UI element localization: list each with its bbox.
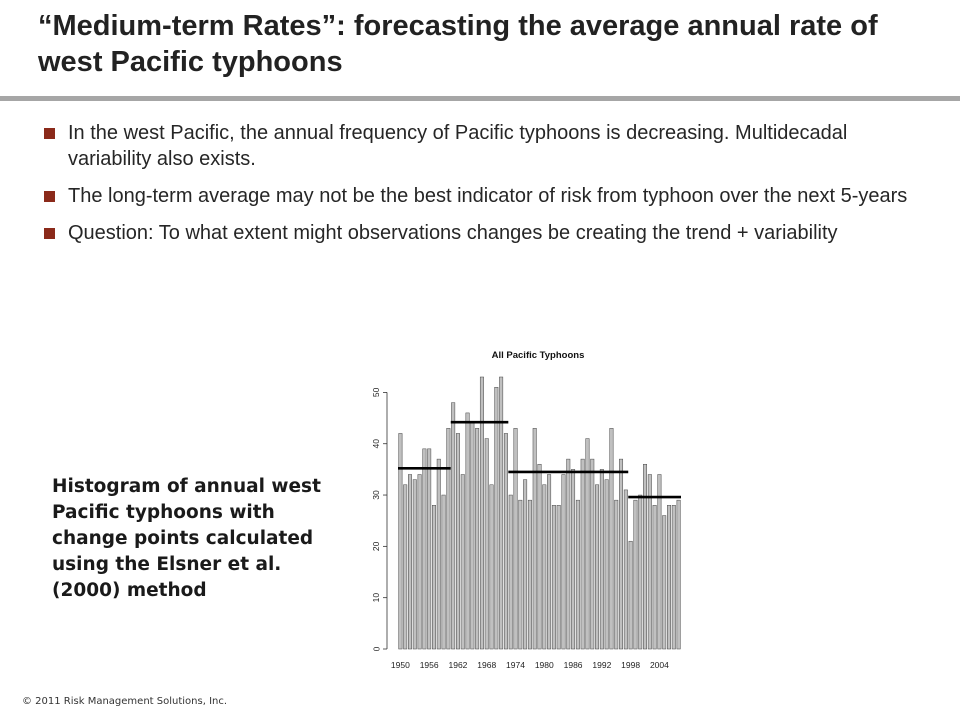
- bar: [427, 448, 432, 650]
- x-axis: 1950 1956 1962 1968 1974 1980 1986 1992 1998 2004: [391, 660, 669, 670]
- bar: [398, 433, 403, 650]
- bar: [619, 458, 624, 650]
- bar: [633, 499, 638, 650]
- bar: [475, 428, 480, 650]
- bar: [470, 422, 475, 650]
- bar: [671, 505, 676, 650]
- bar: [647, 474, 652, 650]
- bar: [451, 402, 456, 650]
- bar: [623, 489, 628, 650]
- bar: [518, 499, 523, 650]
- y-tick-label: 0: [371, 646, 381, 651]
- bar: [595, 484, 600, 650]
- bar: [561, 474, 566, 650]
- bar: [542, 484, 547, 650]
- bar: [403, 484, 408, 650]
- bar: [609, 428, 614, 650]
- bar: [523, 479, 528, 650]
- bar: [460, 474, 465, 650]
- bar: [508, 494, 513, 650]
- square-bullet-icon: [44, 228, 55, 239]
- copyright-footer: © 2011 Risk Management Solutions, Inc.: [22, 696, 228, 707]
- bar: [446, 428, 451, 650]
- bar: [604, 479, 609, 650]
- bar: [585, 438, 590, 650]
- y-axis: 0 10 20 30 40 50: [371, 387, 388, 651]
- title-divider: [0, 96, 960, 101]
- y-tick-label: 30: [371, 490, 381, 500]
- bar: [551, 505, 556, 650]
- x-tick-label: 1956: [420, 660, 439, 670]
- bar: [441, 494, 446, 650]
- square-bullet-icon: [44, 128, 55, 139]
- slide-title: “Medium-term Rates”: forecasting the ave…: [38, 10, 878, 78]
- bar: [513, 428, 518, 650]
- square-bullet-icon: [44, 191, 55, 202]
- change-point-lines: [398, 420, 681, 499]
- bar: [537, 463, 542, 650]
- bar: [575, 499, 580, 650]
- bar: [436, 458, 441, 650]
- bar: [547, 474, 552, 650]
- bar: [408, 474, 412, 650]
- x-tick-label: 1962: [448, 660, 467, 670]
- bullet-list: In the west Pacific, the annual frequenc…: [44, 120, 924, 257]
- y-tick-label: 10: [371, 593, 381, 603]
- x-tick-label: 1992: [592, 660, 611, 670]
- bar: [532, 428, 537, 650]
- chart-caption: Histogram of annual west Pacific typhoon…: [52, 476, 321, 601]
- bar: [465, 412, 470, 650]
- bar: [455, 433, 460, 650]
- bullet-item: The long-term average may not be the bes…: [44, 183, 924, 209]
- bar: [628, 540, 633, 650]
- bar: [580, 458, 585, 650]
- bar: [657, 474, 662, 650]
- y-tick-label: 40: [371, 439, 381, 449]
- bar: [527, 499, 532, 650]
- bar: [590, 458, 595, 650]
- bar: [566, 458, 571, 650]
- bar: [638, 494, 643, 650]
- y-tick-label: 20: [371, 541, 381, 551]
- bars: [398, 376, 681, 650]
- bar: [556, 505, 561, 650]
- x-tick-label: 1968: [477, 660, 496, 670]
- x-tick-label: 1986: [564, 660, 583, 670]
- bullet-item: In the west Pacific, the annual frequenc…: [44, 120, 924, 172]
- bar: [599, 469, 604, 650]
- bar: [614, 499, 619, 650]
- bar: [571, 469, 576, 650]
- bullet-text: Question: To what extent might observati…: [68, 222, 838, 244]
- bar: [503, 433, 508, 650]
- bar: [417, 474, 422, 650]
- bullet-text: In the west Pacific, the annual frequenc…: [68, 122, 848, 170]
- bullet-item: Question: To what extent might observati…: [44, 220, 924, 246]
- bar: [643, 463, 648, 650]
- bar: [489, 484, 494, 650]
- bar: [422, 448, 427, 650]
- bar: [662, 515, 667, 650]
- bar: [676, 499, 681, 650]
- x-tick-label: 1998: [621, 660, 640, 670]
- bar: [494, 387, 499, 650]
- bar: [652, 505, 657, 650]
- x-tick-label: 2004: [650, 660, 669, 670]
- y-tick-label: 50: [371, 387, 381, 397]
- bar: [484, 438, 489, 650]
- x-tick-label: 1980: [535, 660, 554, 670]
- bar: [412, 479, 417, 650]
- bar: [479, 376, 484, 650]
- x-tick-label: 1974: [506, 660, 525, 670]
- x-tick-label: 1950: [391, 660, 410, 670]
- chart-title: All Pacific Typhoons: [492, 350, 585, 361]
- bar: [431, 505, 436, 650]
- bullet-text: The long-term average may not be the bes…: [68, 185, 908, 207]
- bar: [499, 376, 504, 650]
- bar: [667, 505, 671, 650]
